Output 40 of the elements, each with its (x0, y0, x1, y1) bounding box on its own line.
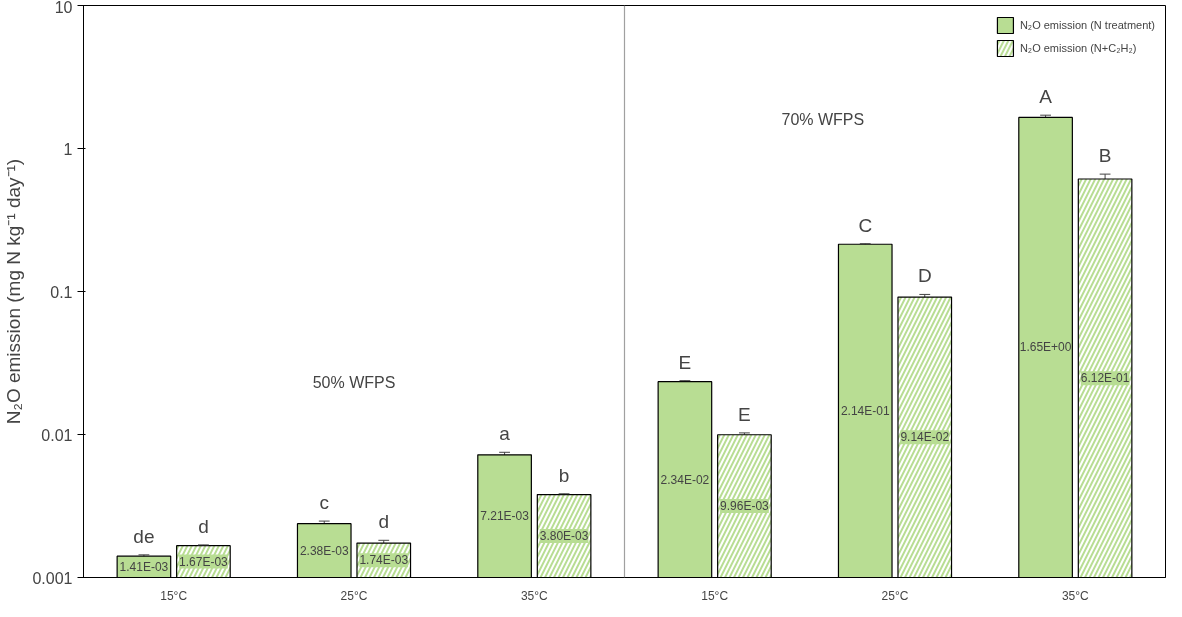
y-tick-label: 10 (54, 0, 73, 16)
data-label: 6.12E-01 (1080, 371, 1130, 386)
x-tick-label: 15°C (160, 588, 188, 603)
legend-label: N₂O emission (N+C₂H₂) (1019, 42, 1137, 54)
x-tick-label: 15°C (701, 588, 729, 603)
data-label: 1.74E-03 (359, 553, 409, 568)
legend-label: N₂O emission (N treatment) (1019, 19, 1155, 31)
x-tick-label: 25°C (340, 588, 368, 603)
annotation: A (1039, 86, 1053, 108)
annotation: D (917, 265, 932, 287)
data-label: 1.65E+00 (1019, 340, 1072, 355)
y-tick-label: 0.01 (41, 426, 73, 444)
annotation: a (499, 423, 511, 445)
x-tick-label: 35°C (1061, 588, 1090, 603)
data-label: 3.80E-03 (539, 529, 589, 544)
x-tick-label: 35°C (520, 588, 549, 603)
annotation: b (558, 464, 570, 486)
annotation: c (319, 492, 329, 514)
y-axis-title: N₂O emission (mg N kg⁻¹ day⁻¹) (3, 158, 25, 425)
data-label: 9.96E-03 (720, 499, 770, 514)
data-label: 2.34E-02 (660, 472, 710, 487)
data-label: 9.14E-02 (900, 430, 950, 445)
data-label: 1.67E-03 (179, 554, 229, 569)
x-tick-label: 25°C (881, 588, 909, 603)
data-label: 2.38E-03 (299, 543, 349, 558)
annotation: B (1098, 145, 1112, 167)
data-label: 1.41E-03 (119, 559, 169, 574)
data-label: 7.21E-03 (480, 509, 530, 524)
y-tick-label: 0.001 (32, 569, 73, 587)
annotation: 50% WFPS (312, 374, 396, 392)
annotation: d (378, 511, 390, 533)
annotation: 70% WFPS (781, 110, 865, 128)
annotation: E (738, 403, 751, 425)
annotation: de (133, 525, 155, 547)
annotation: d (198, 515, 209, 537)
annotation: E (678, 351, 692, 373)
annotation: C (858, 214, 873, 236)
y-tick-label: 1 (63, 140, 73, 158)
data-label: 2.14E-01 (840, 403, 890, 418)
y-tick-label: 0.1 (50, 283, 73, 301)
